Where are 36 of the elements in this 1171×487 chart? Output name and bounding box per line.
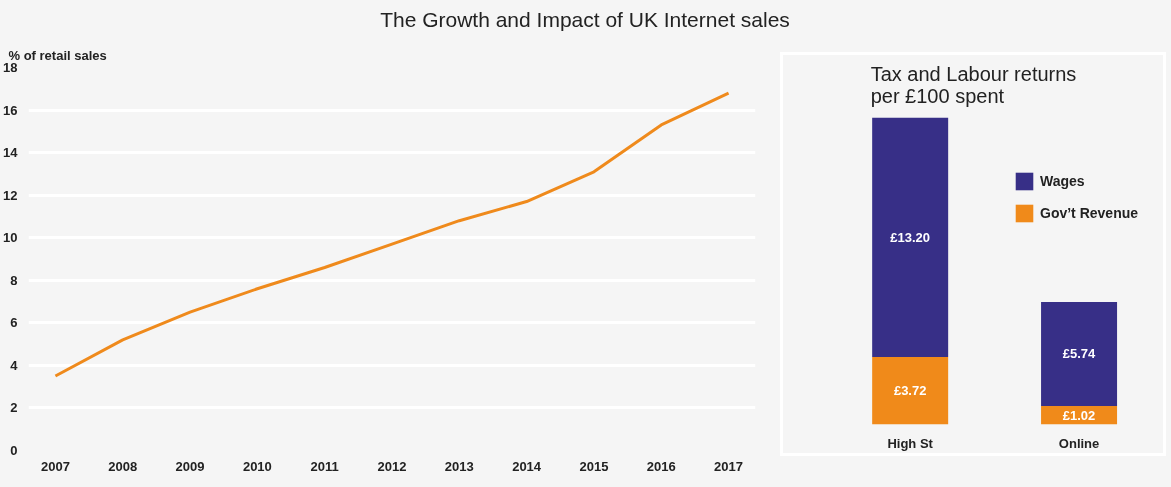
- data-label: £1.02: [1062, 407, 1096, 423]
- data-label: £13.20: [890, 229, 931, 245]
- x-tick-label: 2014: [512, 458, 542, 474]
- x-tick-label: 2013: [444, 458, 474, 474]
- chart-title: Tax and Labour returns per £100 spent: [870, 62, 1077, 107]
- x-tick-label: 2011: [310, 458, 339, 474]
- x-tick-label: 2016: [646, 458, 676, 474]
- y-tick-label: 12: [3, 187, 18, 203]
- x-tick-label: High St: [887, 435, 934, 451]
- data-label: £5.74: [1062, 346, 1097, 362]
- bar: [872, 117, 949, 358]
- y-tick-label: 10: [3, 230, 18, 246]
- x-tick-label: 2010: [242, 458, 272, 474]
- x-tick-label: 2008: [108, 458, 138, 474]
- y-tick-label: 14: [3, 145, 19, 161]
- y-axis-title: % of retail sales: [8, 47, 107, 63]
- bar: [1041, 301, 1118, 406]
- y-tick-label: 0: [10, 443, 18, 458]
- legend-label: Gov’t Revenue: [1040, 205, 1139, 221]
- x-tick-label: 2015: [579, 458, 609, 474]
- y-tick-label: 6: [10, 315, 18, 331]
- x-tick-label: 2009: [175, 458, 205, 474]
- x-tick-label: 2007: [40, 458, 70, 474]
- x-tick-label: 2012: [377, 458, 407, 474]
- legend-label: Wages: [1040, 173, 1085, 189]
- y-tick-label: 4: [10, 357, 19, 373]
- data-label: £3.72: [893, 383, 927, 399]
- x-tick-label: 2017: [714, 458, 744, 474]
- chart-title: The Growth and Impact of UK Internet sales: [380, 7, 790, 33]
- line-series: [53, 91, 731, 378]
- y-tick-label: 18: [3, 60, 18, 75]
- bar: [872, 357, 949, 425]
- y-tick-label: 16: [3, 102, 18, 118]
- y-tick-label: 8: [10, 272, 18, 288]
- y-tick-label: 2: [10, 400, 18, 416]
- x-tick-label: Online: [1058, 435, 1100, 451]
